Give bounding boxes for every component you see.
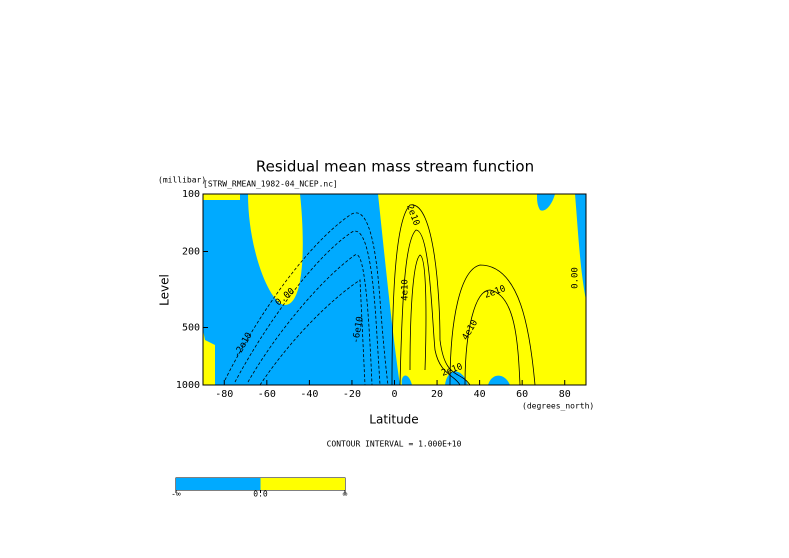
colorbar-label: -∞: [171, 490, 181, 499]
x-tick-label: -20: [343, 389, 361, 400]
x-tick-label: -60: [258, 389, 276, 400]
x-tick-label: 20: [431, 389, 443, 400]
contour-label: 4e10: [401, 279, 411, 301]
colorbar-swatch: [260, 478, 345, 490]
y-tick-label: 1000: [176, 380, 200, 391]
chart-title: Residual mean mass stream function: [256, 158, 534, 176]
y-tick-label: 100: [182, 189, 200, 200]
colorbar-label: ∞: [343, 490, 348, 499]
plot-area: [203, 194, 586, 386]
fill-negative: [575, 194, 586, 300]
x-tick-label: 0: [391, 389, 397, 400]
colorbar-label: 0.0: [253, 490, 268, 499]
x-tick-label: 40: [474, 389, 486, 400]
x-tick-label: -40: [300, 389, 318, 400]
fill-negative: [537, 194, 555, 211]
y-axis-label: Level: [158, 274, 172, 306]
contour-label: -6e10: [351, 316, 366, 344]
x-tick-label: -80: [215, 389, 233, 400]
footer: CONTOUR INTERVAL = 1.000E+10: [327, 440, 462, 449]
fill-negative: [401, 371, 510, 385]
subtitle: [STRW_RMEAN_1982-04_NCEP.nc]: [203, 180, 338, 189]
x-tick-label: 80: [559, 389, 571, 400]
x-units: (degrees_north): [522, 402, 594, 411]
x-tick-label: 60: [516, 389, 528, 400]
contour-label: 0.00: [571, 267, 581, 289]
y-tick-label: 500: [182, 323, 200, 334]
x-axis-label: Latitude: [369, 413, 418, 427]
y-units: (millibar): [158, 176, 206, 185]
colorbar-swatch: [176, 478, 261, 490]
y-tick-label: 200: [182, 246, 200, 257]
fill-negative: [203, 194, 400, 385]
